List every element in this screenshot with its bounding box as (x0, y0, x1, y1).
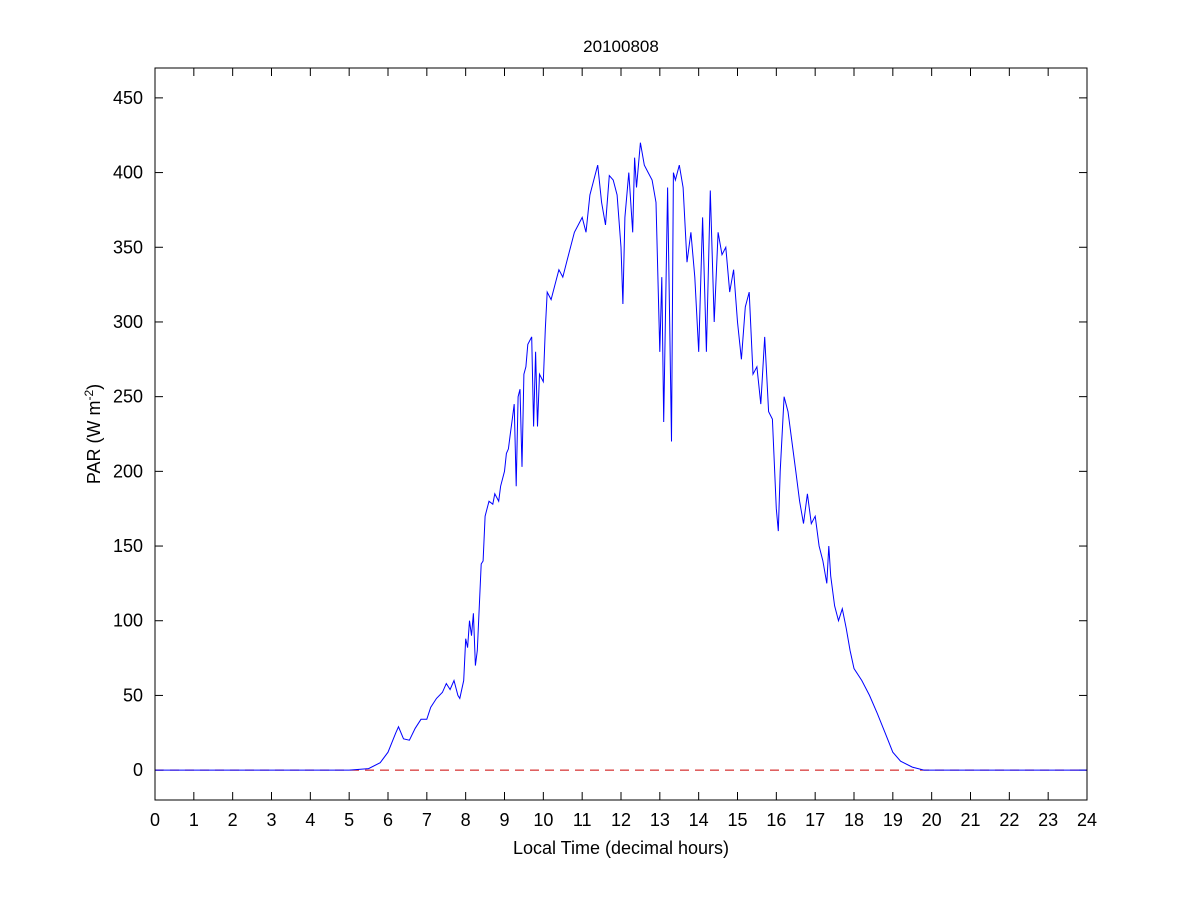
x-tick-label: 9 (499, 810, 509, 830)
x-tick-label: 6 (383, 810, 393, 830)
x-tick-label: 5 (344, 810, 354, 830)
x-tick-label: 21 (960, 810, 980, 830)
x-tick-label: 14 (689, 810, 709, 830)
x-tick-label: 10 (533, 810, 553, 830)
axes-box (154, 67, 1088, 801)
x-tick-label: 1 (189, 810, 199, 830)
x-tick-label: 17 (805, 810, 825, 830)
x-tick-label: 7 (422, 810, 432, 830)
x-axis-label: Local Time (decimal hours) (513, 838, 729, 858)
y-tick-label: 450 (113, 88, 143, 108)
y-tick-label: 300 (113, 312, 143, 332)
x-tick-label: 15 (727, 810, 747, 830)
plot-area (155, 68, 1087, 800)
x-tick-label: 3 (266, 810, 276, 830)
x-tick-label: 8 (461, 810, 471, 830)
x-tick-label: 20 (922, 810, 942, 830)
chart-title: 20100808 (583, 37, 659, 56)
y-axis-label: PAR (W m-2) (82, 384, 104, 484)
y-tick-label: 200 (113, 461, 143, 481)
x-tick-label: 4 (305, 810, 315, 830)
x-tick-label: 13 (650, 810, 670, 830)
x-tick-label: 11 (573, 810, 592, 830)
y-tick-label: 100 (113, 611, 143, 631)
x-tick-label: 0 (150, 810, 160, 830)
y-tick-label: 250 (113, 387, 143, 407)
x-tick-label: 12 (611, 810, 631, 830)
y-tick-label: 400 (113, 163, 143, 183)
x-tick-label: 18 (844, 810, 864, 830)
x-tick-label: 23 (1038, 810, 1058, 830)
y-tick-label: 50 (123, 685, 143, 705)
par-series-line (155, 142, 1087, 771)
x-tick-label: 24 (1077, 810, 1097, 830)
x-tick-label: 2 (228, 810, 238, 830)
y-tick-label: 0 (133, 760, 143, 780)
x-tick-label: 16 (766, 810, 786, 830)
x-tick-label: 22 (999, 810, 1019, 830)
x-tick-label: 19 (883, 810, 903, 830)
y-tick-label: 150 (113, 536, 143, 556)
y-tick-label: 350 (113, 237, 143, 257)
